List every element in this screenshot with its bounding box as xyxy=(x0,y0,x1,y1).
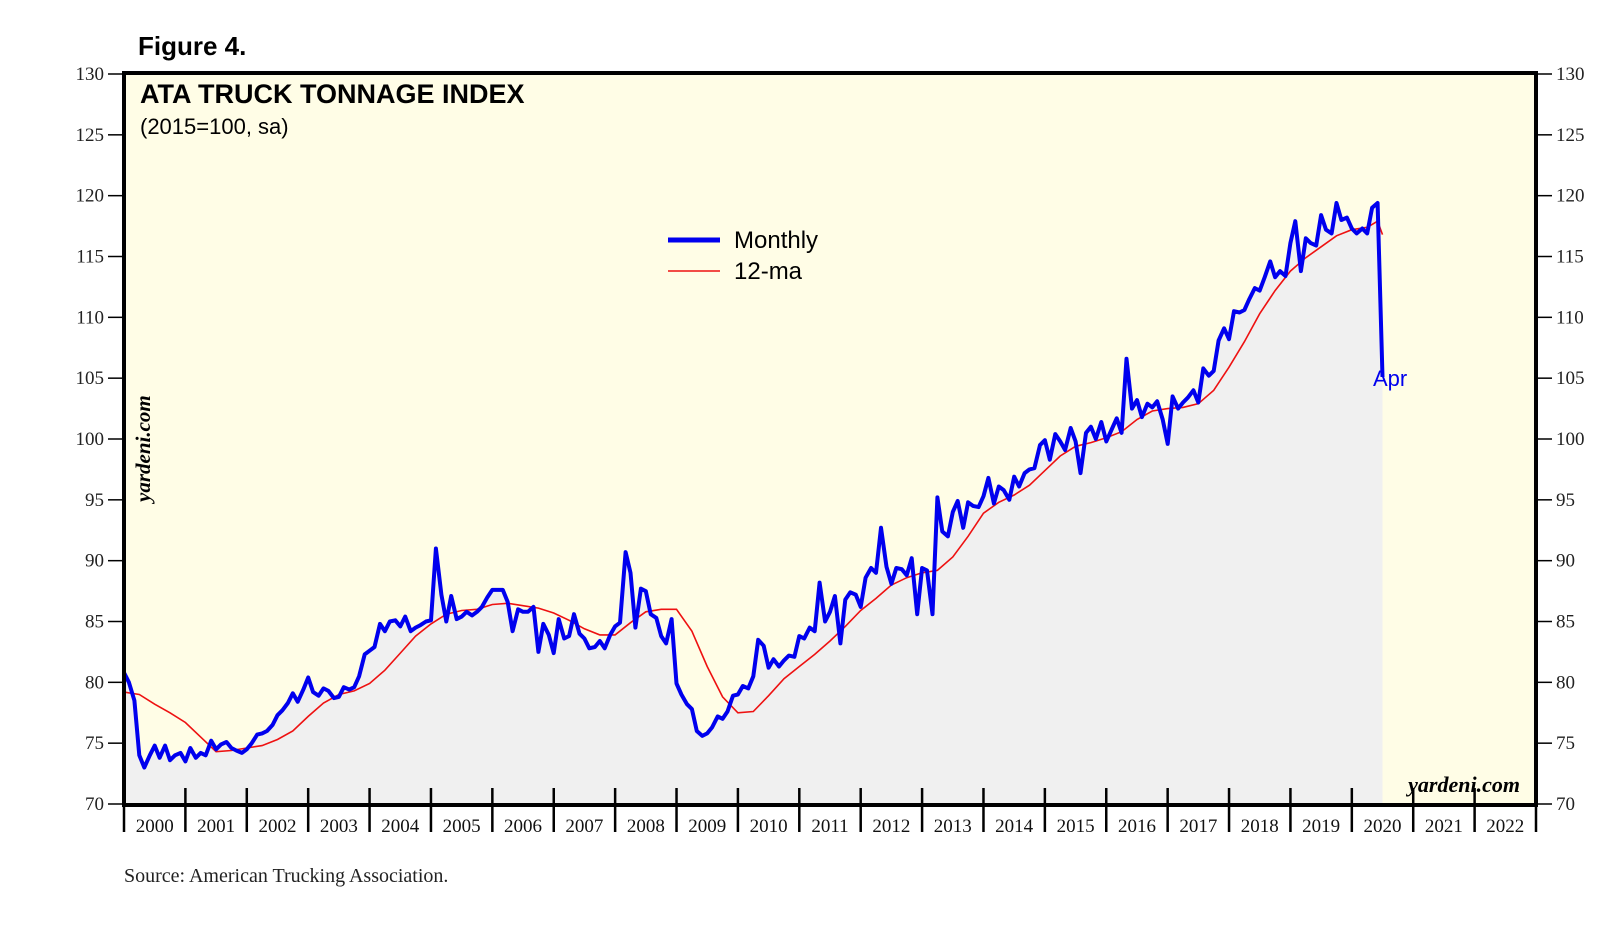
y-tick-label-left: 125 xyxy=(76,125,105,146)
x-year-label: 2000 xyxy=(136,816,174,837)
y-tick-label-left: 115 xyxy=(76,247,104,268)
x-year-label: 2014 xyxy=(995,816,1034,837)
x-year-label: 2015 xyxy=(1057,816,1095,837)
legend-monthly-label: Monthly xyxy=(734,227,818,254)
y-axis-left: 70 75 80 85 90 95 100 105 110 115 120 125 130 xyxy=(76,64,124,815)
y-tick-label-right: 125 xyxy=(1556,125,1585,146)
x-year-label: 2005 xyxy=(443,816,481,837)
y-tick-label-left: 105 xyxy=(76,368,105,389)
x-year-label: 2011 xyxy=(811,816,848,837)
y-tick-label-left: 120 xyxy=(76,186,105,207)
y-tick-label-right: 105 xyxy=(1556,368,1585,389)
x-year-label: 2003 xyxy=(320,816,358,837)
legend-ma-label: 12-ma xyxy=(734,258,803,285)
apr-annotation: Apr xyxy=(1373,366,1407,391)
legend: Monthly 12-ma xyxy=(668,227,818,285)
y-tick-label-left: 100 xyxy=(76,429,105,450)
x-year-label: 2008 xyxy=(627,816,665,837)
x-year-label: 2018 xyxy=(1241,816,1279,837)
figure-label: Figure 4. xyxy=(138,31,246,61)
y-tick-label-left: 80 xyxy=(85,672,104,693)
y-tick-label-left: 75 xyxy=(85,733,104,754)
x-year-label: 2020 xyxy=(1364,816,1402,837)
x-year-label: 2021 xyxy=(1425,816,1463,837)
watermark-bottom: yardeni.com xyxy=(1405,772,1520,797)
x-year-label: 2019 xyxy=(1302,816,1340,837)
y-tick-label-right: 130 xyxy=(1556,64,1585,85)
x-axis: 2000 2001 2002 2003 2004 2005 2006 2007 2008 2009… xyxy=(122,788,1538,837)
x-year-label: 2017 xyxy=(1179,816,1217,837)
x-year-label: 2010 xyxy=(750,816,788,837)
y-tick-label-right: 80 xyxy=(1556,672,1575,693)
x-year-label: 2012 xyxy=(872,816,910,837)
chart-subtitle: (2015=100, sa) xyxy=(140,114,289,139)
y-tick-label-right: 90 xyxy=(1556,551,1575,572)
y-tick-label-left: 95 xyxy=(85,490,104,511)
x-year-label: 2022 xyxy=(1486,816,1524,837)
x-year-label: 2004 xyxy=(381,816,420,837)
y-tick-label-right: 75 xyxy=(1556,733,1575,754)
y-tick-label-left: 90 xyxy=(85,551,104,572)
watermark-vertical: yardeni.com xyxy=(131,395,155,505)
y-tick-label-left: 85 xyxy=(85,612,104,633)
x-year-label: 2009 xyxy=(688,816,726,837)
y-tick-label-right: 85 xyxy=(1556,612,1575,633)
source-note: Source: American Trucking Association. xyxy=(124,865,448,887)
y-tick-label-right: 115 xyxy=(1556,247,1584,268)
x-year-label: 2013 xyxy=(934,816,972,837)
monthly-area-fill xyxy=(124,203,1383,804)
y-tick-label-right: 70 xyxy=(1556,794,1575,815)
chart-title: ATA TRUCK TONNAGE INDEX xyxy=(140,79,525,109)
y-tick-label-right: 120 xyxy=(1556,186,1585,207)
y-tick-label-left: 70 xyxy=(85,794,104,815)
x-year-label: 2002 xyxy=(258,816,296,837)
y-tick-label-right: 95 xyxy=(1556,490,1575,511)
x-year-label: 2016 xyxy=(1118,816,1156,837)
monthly-line xyxy=(122,201,1385,770)
y-tick-label-right: 110 xyxy=(1556,307,1584,328)
y-tick-label-right: 100 xyxy=(1556,429,1585,450)
y-axis-right: 70 75 80 85 90 95 100 105 110 115 120 125 130 xyxy=(1536,64,1585,815)
x-year-label: 2006 xyxy=(504,816,542,837)
y-tick-label-left: 110 xyxy=(76,307,104,328)
x-year-label: 2001 xyxy=(197,816,235,837)
x-year-label: 2007 xyxy=(565,816,603,837)
y-tick-label-left: 130 xyxy=(76,64,105,85)
